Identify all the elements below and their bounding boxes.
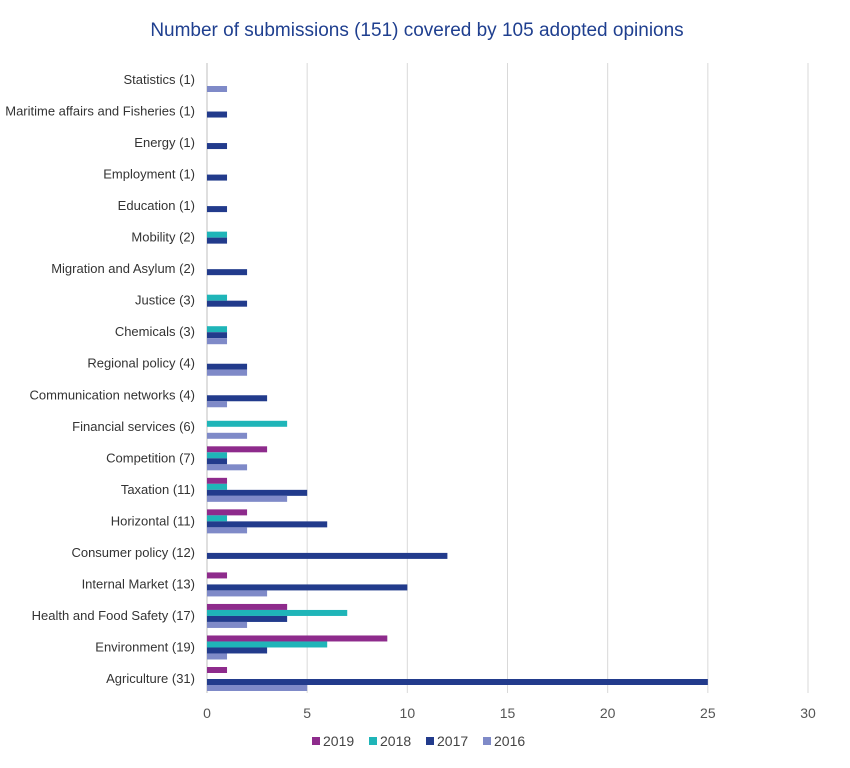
category-label: Agriculture (31) [106,671,195,686]
legend-label: 2018 [380,733,411,749]
bar-2019 [207,667,228,673]
category-label: Communication networks (4) [30,387,195,402]
chart-title: Number of submissions (151) covered by 1… [150,20,683,41]
category-label: Mobility (2) [131,230,195,245]
bar-2018 [207,483,228,490]
bar-2016 [207,590,268,597]
bar-2019 [207,572,228,579]
bar-2016 [207,685,308,691]
category-label: Statistics (1) [123,72,195,87]
bar-2017 [207,521,328,528]
bar-2017 [207,174,228,181]
bar-2016 [207,401,228,408]
bar-2017 [207,332,228,339]
category-label: Environment (19) [95,639,195,654]
x-tick-label: 0 [203,705,211,721]
x-tick-label: 10 [400,705,416,721]
category-label: Maritime affairs and Fisheries (1) [5,104,195,119]
bar-2017 [207,237,228,244]
bar-2017 [207,615,288,622]
bar-2016 [207,464,248,471]
x-tick-label: 20 [600,705,616,721]
category-label: Taxation (11) [121,482,195,497]
bar-2019 [207,446,268,453]
bar-2017 [207,143,228,150]
category-label: Regional policy (4) [87,356,195,371]
bar-2016 [207,495,288,502]
category-labels: Statistics (1) Maritime affairs and Fishe… [5,72,195,686]
category-label: Internal Market (13) [82,576,195,591]
bar-2019 [207,635,388,642]
bar-2016 [207,369,248,376]
x-tick-label: 5 [303,705,311,721]
bar-2016 [207,621,248,628]
category-label: Competition (7) [106,450,195,465]
legend-swatch [483,737,491,745]
bar-2017 [207,584,408,591]
bar-2018 [207,515,228,522]
bar-2018 [207,231,228,238]
bar-2016 [207,432,248,439]
category-label: Energy (1) [134,135,195,150]
legend-label: 2019 [323,733,354,749]
bar-2017 [207,300,248,307]
bars [207,86,708,691]
category-label: Education (1) [118,198,195,213]
x-axis-ticks: 0 5 10 15 20 25 30 [203,705,816,721]
bar-2017 [207,679,708,685]
bar-2019 [207,477,228,484]
x-tick-label: 30 [800,705,816,721]
bar-2017 [207,489,308,496]
bar-2018 [207,609,348,616]
category-label: Chemicals (3) [115,324,195,339]
legend-label: 2016 [494,733,525,749]
bar-2017 [207,269,248,276]
bar-2017 [207,363,248,370]
x-tick-label: 15 [500,705,516,721]
bar-2016 [207,527,248,534]
bar-2016 [207,653,228,660]
bar-2019 [207,603,288,610]
bar-2016 [207,86,228,92]
bar-2017 [207,206,228,213]
bar-2018 [207,452,228,459]
legend-swatch [312,737,320,745]
bar-2017 [207,552,448,559]
category-label: Horizontal (11) [111,513,195,528]
x-tick-label: 25 [700,705,716,721]
category-label: Health and Food Safety (17) [32,608,195,623]
bar-2017 [207,458,228,465]
bar-2018 [207,420,288,427]
bar-2018 [207,641,328,648]
bar-2018 [207,294,228,301]
bar-2017 [207,111,228,118]
legend-label: 2017 [437,733,468,749]
category-label: Consumer policy (12) [71,545,195,560]
bar-2018 [207,326,228,333]
category-label: Migration and Asylum (2) [51,261,195,276]
bar-2017 [207,395,268,402]
bar-2017 [207,647,268,654]
category-label: Financial services (6) [72,419,195,434]
legend-swatch [369,737,377,745]
legend: 2019 2018 2017 2016 [312,733,525,749]
category-label: Employment (1) [103,167,195,182]
bar-2019 [207,509,248,516]
bar-2016 [207,338,228,345]
category-label: Justice (3) [135,293,195,308]
grid [206,63,809,693]
legend-swatch [426,737,434,745]
